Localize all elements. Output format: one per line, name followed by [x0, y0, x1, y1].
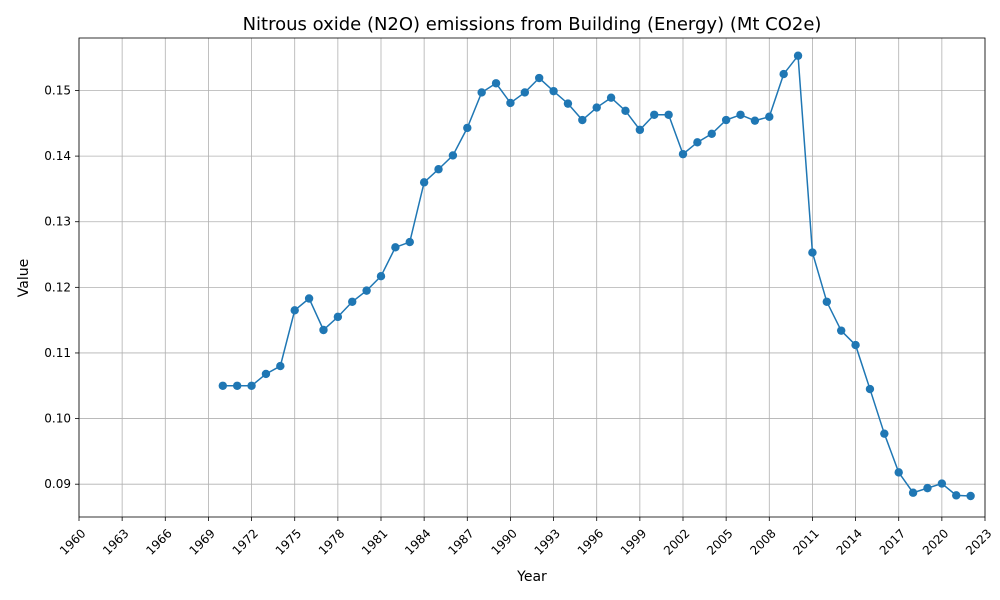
data-point — [678, 149, 688, 159]
data-point — [880, 429, 889, 438]
x-tick-label: 1981 — [359, 526, 390, 557]
data-point — [650, 110, 659, 119]
x-tick-label: 2002 — [661, 526, 692, 557]
x-tick-label: 1960 — [57, 526, 88, 557]
data-point — [894, 468, 903, 477]
data-point — [391, 243, 400, 252]
data-point — [937, 479, 947, 488]
data-point — [750, 116, 760, 125]
data-point — [218, 381, 228, 390]
data-point — [276, 361, 285, 371]
data-point — [635, 125, 645, 135]
y-tick-label: 0.11 — [44, 346, 71, 360]
data-point — [304, 294, 314, 303]
data-point — [578, 115, 587, 125]
x-tick-label: 1990 — [488, 526, 519, 557]
x-axis-title: Year — [516, 569, 547, 585]
data-point — [851, 340, 860, 350]
data-point — [793, 51, 803, 60]
x-tick-label: 2014 — [834, 526, 865, 557]
data-point — [664, 110, 673, 119]
data-point — [520, 88, 530, 97]
x-tick-label: 2020 — [920, 526, 951, 557]
data-point — [333, 312, 343, 322]
x-tick-label: 2011 — [790, 526, 821, 557]
data-point — [448, 151, 458, 160]
data-point — [563, 99, 573, 108]
x-tick-label: 1975 — [273, 526, 304, 557]
y-tick-label: 0.15 — [44, 83, 71, 97]
data-point — [952, 491, 961, 500]
x-tick-label: 1963 — [100, 526, 131, 557]
data-point — [865, 384, 875, 394]
y-tick-label: 0.10 — [44, 412, 71, 426]
y-tick-label: 0.09 — [44, 477, 71, 491]
data-point — [290, 306, 299, 315]
data-point — [506, 98, 515, 108]
data-point — [534, 73, 544, 83]
grid — [78, 38, 986, 517]
y-axis-ticks: 0.09 0.10 0.11 0.12 0.13 0.14 0.15 — [44, 83, 79, 491]
data-point — [477, 88, 486, 97]
x-tick-label: 1966 — [143, 526, 174, 557]
data-point — [405, 237, 414, 247]
data-point — [491, 79, 501, 88]
chart-title: Nitrous oxide (N2O) emissions from Build… — [243, 14, 822, 35]
x-axis-ticks: 1960 1963 1966 1969 1972 1975 1978 1981 1984 1987… — [57, 517, 995, 558]
y-tick-label: 0.14 — [44, 149, 71, 163]
data-point — [261, 369, 271, 379]
axes — [78, 37, 986, 518]
data-point — [419, 178, 429, 187]
data-point — [247, 381, 256, 390]
series-layer — [218, 51, 975, 501]
y-axis-title: Value — [16, 259, 32, 297]
x-tick-label: 2023 — [963, 526, 994, 557]
y-tick-label: 0.13 — [44, 215, 71, 229]
data-point — [606, 93, 616, 102]
x-tick-label: 1987 — [445, 526, 476, 557]
data-point — [362, 286, 371, 295]
data-point — [822, 297, 832, 306]
x-tick-label: 1969 — [186, 526, 217, 557]
data-point — [463, 123, 472, 133]
data-point — [621, 106, 630, 116]
x-tick-label: 1993 — [532, 526, 563, 557]
data-point — [966, 491, 975, 501]
data-point — [808, 248, 817, 257]
data-point — [232, 381, 242, 390]
data-point — [693, 138, 702, 147]
data-point — [923, 483, 932, 493]
data-point — [707, 129, 716, 138]
data-point — [779, 69, 788, 79]
plot-area-frame — [78, 37, 986, 518]
y-tick-label: 0.12 — [44, 280, 71, 294]
x-tick-label: 2005 — [704, 526, 735, 557]
data-point — [549, 86, 558, 96]
x-tick-label: 1984 — [402, 526, 433, 557]
x-tick-label: 2017 — [877, 526, 908, 557]
data-point — [721, 115, 731, 125]
data-point — [736, 110, 745, 119]
data-point — [836, 326, 846, 335]
x-tick-label: 2008 — [747, 526, 778, 557]
data-point — [434, 165, 443, 174]
data-point — [908, 488, 918, 497]
data-point — [765, 112, 774, 121]
data-point — [319, 325, 328, 335]
data-point — [348, 297, 357, 306]
x-tick-label: 1996 — [575, 526, 606, 557]
x-tick-label: 1999 — [618, 526, 649, 557]
x-tick-label: 1972 — [230, 526, 261, 557]
x-tick-label: 1978 — [316, 526, 347, 557]
data-point — [376, 271, 386, 281]
data-point — [592, 103, 601, 112]
